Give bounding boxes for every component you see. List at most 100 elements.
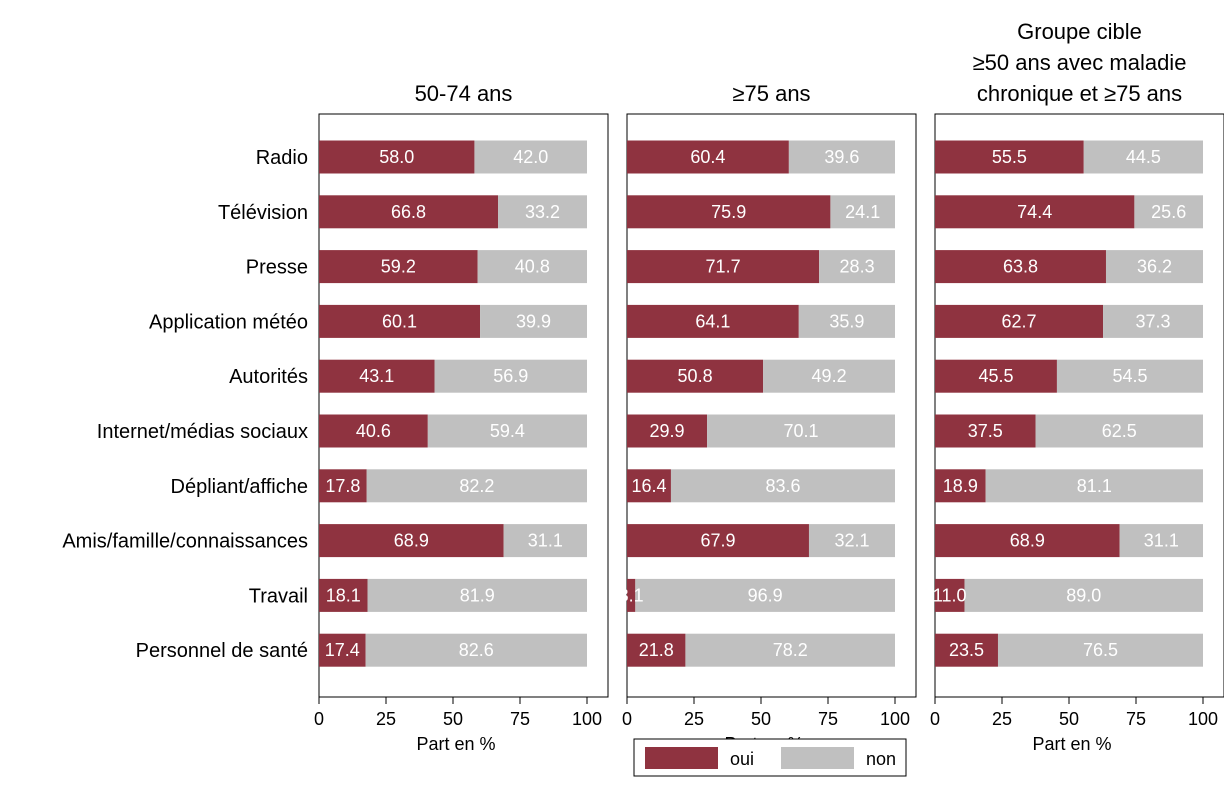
bar-non	[503, 524, 587, 558]
x-tick-label: 100	[572, 709, 602, 729]
panel: 50-74 ans 58.0 42.0 66.8 33.2 59.2 40.8 60.1 39.…	[314, 81, 609, 754]
bar-oui	[627, 469, 671, 503]
legend-swatch-non	[781, 747, 854, 769]
bar-label-oui: 23.5	[949, 640, 984, 660]
bar-non	[1103, 304, 1203, 338]
panels: 50-74 ans 58.0 42.0 66.8 33.2 59.2 40.8 60.1 39.…	[314, 19, 1224, 754]
bar-non	[477, 250, 587, 284]
bar-oui	[935, 140, 1084, 174]
bar-label-oui: 11.0	[933, 585, 967, 605]
bar-label-non: 49.2	[812, 366, 847, 386]
plot-frame	[934, 113, 1224, 698]
bar-label-non: 56.9	[493, 366, 528, 386]
x-tick-label: 50	[443, 709, 463, 729]
bar-oui	[627, 414, 708, 448]
x-axis-label: Part en %	[1032, 734, 1111, 754]
bar-label-oui: 37.5	[968, 421, 1003, 441]
bar-label-non: 42.0	[513, 147, 548, 167]
x-axis-label: Part en %	[416, 734, 495, 754]
bar-oui	[935, 250, 1106, 284]
bar-non	[366, 469, 587, 503]
bar-label-oui: 60.1	[382, 311, 417, 331]
bar-non	[367, 578, 587, 612]
bar-label-non: 24.1	[845, 202, 880, 222]
bar-non	[1119, 524, 1203, 558]
bar-label-oui: 43.1	[359, 366, 394, 386]
bar-label-non: 81.9	[460, 585, 495, 605]
bar-non	[763, 359, 895, 393]
bar-non	[670, 469, 895, 503]
bar-label-non: 62.5	[1102, 421, 1137, 441]
bar-label-non: 36.2	[1137, 257, 1172, 277]
bar-non	[498, 195, 587, 229]
bar-label-non: 44.5	[1126, 147, 1161, 167]
bar-label-non: 25.6	[1151, 202, 1186, 222]
bar-oui	[627, 250, 820, 284]
bar-non	[997, 633, 1203, 667]
bar-label-non: 31.1	[528, 531, 563, 551]
bar-non	[1105, 250, 1203, 284]
bar-label-oui: 62.7	[1001, 311, 1036, 331]
bar-oui	[627, 524, 809, 558]
bar-label-oui: 71.7	[706, 257, 741, 277]
bar-label-non: 96.9	[748, 585, 783, 605]
x-tick-label: 0	[314, 709, 324, 729]
bar-oui	[627, 359, 764, 393]
x-tick-label: 25	[376, 709, 396, 729]
category-label: Dépliant/affiche	[171, 476, 309, 498]
bar-label-non: 28.3	[840, 257, 875, 277]
x-tick-label: 75	[818, 709, 838, 729]
bar-label-non: 76.5	[1083, 640, 1118, 660]
bar-non	[1035, 414, 1203, 448]
bar-non	[365, 633, 587, 667]
bar-non	[788, 140, 895, 174]
bar-label-non: 39.6	[824, 147, 859, 167]
bar-label-non: 59.4	[490, 421, 525, 441]
bar-label-oui: 55.5	[992, 147, 1027, 167]
panel: Groupe cible ≥50 ans avec maladie chroniqu…	[930, 19, 1224, 754]
bar-non	[427, 414, 587, 448]
bar-non	[434, 359, 587, 393]
bar-label-oui: 16.4	[631, 476, 666, 496]
bar-non	[964, 578, 1203, 612]
category-label: Personnel de santé	[136, 640, 308, 662]
bar-oui	[935, 359, 1057, 393]
bar-non	[685, 633, 895, 667]
x-tick-label: 75	[510, 709, 530, 729]
bar-label-oui: 74.4	[1017, 202, 1052, 222]
bar-label-oui: 29.9	[650, 421, 685, 441]
bar-non	[480, 304, 587, 338]
bar-oui	[935, 414, 1036, 448]
bar-label-non: 89.0	[1066, 585, 1101, 605]
bar-non	[985, 469, 1203, 503]
bar-oui	[935, 469, 986, 503]
bar-non	[1134, 195, 1203, 229]
x-tick-label: 50	[751, 709, 771, 729]
bar-label-non: 37.3	[1135, 311, 1170, 331]
panel-title: ≥75 ans	[732, 81, 810, 106]
bar-non	[1083, 140, 1203, 174]
bar-label-oui: 18.1	[326, 585, 361, 605]
panel-title: 50-74 ans	[415, 81, 513, 106]
x-tick-label: 25	[992, 709, 1012, 729]
x-tick-label: 25	[684, 709, 704, 729]
bar-label-oui: 67.9	[700, 531, 735, 551]
bar-label-non: 54.5	[1112, 366, 1147, 386]
category-label: Télévision	[218, 202, 308, 224]
bar-label-non: 33.2	[525, 202, 560, 222]
bar-label-oui: 40.6	[356, 421, 391, 441]
legend-swatch-oui	[645, 747, 718, 769]
bar-label-oui: 66.8	[391, 202, 426, 222]
legend-label-oui: oui	[730, 749, 754, 769]
bar-oui	[319, 414, 428, 448]
bar-oui	[319, 140, 475, 174]
bar-oui	[627, 578, 636, 612]
plot-frame	[318, 113, 609, 698]
panel: ≥75 ans 60.4 39.6 75.9 24.1 71.7 28.3 64.1 35.9 5…	[619, 81, 917, 754]
panel-title: chronique et ≥75 ans	[977, 81, 1182, 106]
bar-oui	[319, 578, 368, 612]
bar-label-oui: 75.9	[711, 202, 746, 222]
bar-label-non: 40.8	[515, 257, 550, 277]
x-tick-label: 100	[1188, 709, 1218, 729]
